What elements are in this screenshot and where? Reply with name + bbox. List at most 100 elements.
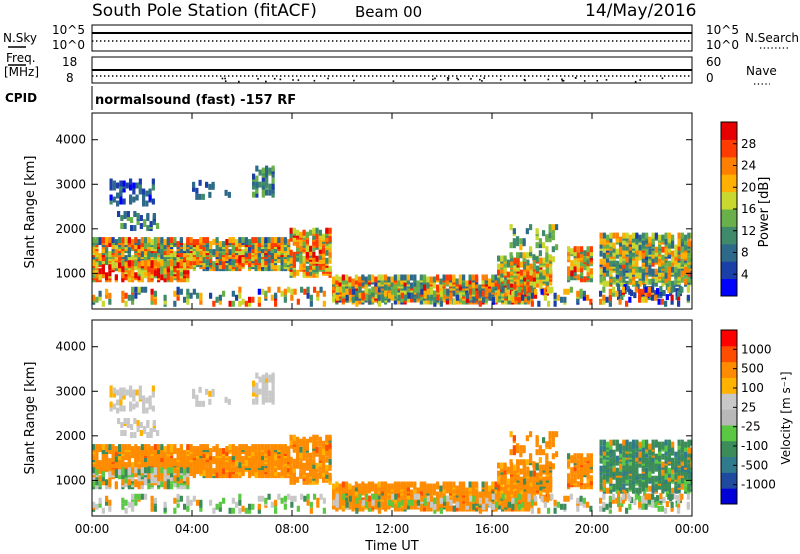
power-cell-965: [322, 233, 326, 240]
power-cell-1945: [576, 274, 580, 281]
velocity-cell-1715: [503, 468, 507, 475]
power-cell-2688: [582, 294, 586, 301]
power-cell-231: [160, 249, 164, 256]
velocity-cell-1088: [261, 390, 265, 397]
power-cell-696: [111, 262, 115, 269]
velocity-cell-214: [153, 444, 157, 451]
power-cell-2693: [599, 290, 603, 297]
velocity-cell-944: [318, 460, 322, 467]
power-cell-2261: [654, 250, 658, 257]
power-cell-2596: [368, 298, 372, 305]
power-cell-508: [241, 237, 245, 244]
power-cell-1874: [516, 252, 520, 259]
power-cell-1412: [436, 274, 440, 281]
velocity-cell-1977: [586, 465, 590, 472]
velocity-cell-1793: [529, 486, 533, 493]
power-cell-673: [92, 260, 96, 267]
power-cell-600: [270, 253, 274, 260]
power-cell-2395: [684, 238, 688, 245]
power-cell-1485: [462, 280, 466, 287]
velocity-cell-566: [261, 464, 265, 471]
power-cell-1913: [551, 246, 555, 253]
velocity-cell-1331: [403, 487, 407, 494]
power-cell-1920: [567, 274, 571, 281]
power-cell-2100: [622, 270, 626, 277]
power-cell-355: [196, 251, 200, 258]
power-cell-505: [241, 249, 245, 256]
power-cell-1420: [439, 278, 443, 285]
velocity-cell-30: [98, 444, 102, 451]
power-cell-2432: [617, 294, 621, 301]
velocity-cell-684: [101, 475, 105, 482]
power-cell-699: [114, 262, 118, 269]
power-cell-1904: [545, 246, 549, 253]
power-cell-1985: [589, 268, 593, 275]
power-cell-2375: [680, 252, 684, 259]
power-cell-855: [296, 245, 300, 252]
power-cell-188: [147, 253, 151, 260]
power-cell-2647: [488, 294, 492, 301]
power-cell-568: [261, 251, 265, 258]
power-cell-1930: [570, 270, 574, 277]
power-cell-943: [318, 257, 322, 264]
power-cell-1557: [484, 274, 488, 281]
power-cell-150: [134, 237, 138, 244]
velocity-cell-1672: [527, 505, 531, 512]
power-cell-1708: [503, 285, 507, 292]
velocity-cell-1439: [445, 481, 449, 488]
power-cell-2137: [628, 252, 632, 259]
power-cell-2599: [371, 290, 375, 297]
power-cell-2504: [153, 298, 157, 305]
velocity-cell-1293: [393, 497, 397, 504]
power-cell-2603: [381, 296, 385, 303]
velocity-cell-2059: [612, 465, 616, 472]
velocity-cell-1044: [123, 430, 127, 437]
velocity-cell-562: [257, 444, 261, 451]
power-cell-1977: [586, 258, 590, 265]
power-cell-2725: [651, 286, 655, 293]
velocity-cell-1891: [535, 463, 539, 470]
velocity-cell-350: [192, 446, 196, 453]
power-cell-1999: [599, 258, 603, 265]
velocity-cell-1877: [519, 459, 523, 466]
velocity-cell-1457: [452, 481, 456, 488]
power-cell-2271: [658, 260, 662, 267]
velocity-cell-1904: [545, 453, 549, 460]
nave-label: Nave: [746, 64, 777, 78]
power-cell-2199: [641, 256, 645, 263]
power-cell-357: [196, 243, 200, 250]
velocity-cell-353: [196, 464, 200, 471]
power-cell-1090: [261, 175, 265, 182]
power-cell-409: [212, 249, 216, 256]
power-cell-669: [92, 272, 96, 279]
velocity-cell-2011: [602, 465, 606, 472]
velocity-cell-1055: [136, 420, 140, 427]
velocity-cell-1059: [143, 426, 147, 433]
power-cell-2455: [652, 290, 656, 297]
power-cell-2717: [641, 288, 645, 295]
velocity-cell-1847: [545, 482, 549, 489]
velocity-cell-568: [261, 458, 265, 465]
velocity-cell-160: [137, 454, 141, 461]
power-cell-947: [318, 243, 322, 250]
velocity-cell-561: [257, 448, 261, 455]
velocity-cell-617: [274, 444, 278, 451]
velocity-cell-1539: [481, 497, 485, 504]
power-cell-1836: [542, 273, 546, 280]
velocity-cell-704: [121, 479, 125, 486]
velocity-cell-734: [134, 467, 138, 474]
power-cell-688: [105, 272, 109, 279]
velocity-cell-833: [289, 438, 293, 445]
power-cell-1382: [423, 274, 427, 281]
power-cell-831: [289, 249, 293, 256]
power-cell-2685: [576, 290, 580, 297]
velocity-cell-2094: [619, 451, 623, 458]
power-cell-1204: [358, 280, 362, 287]
power-cell-939: [315, 233, 319, 240]
velocity-cell-2136: [628, 463, 632, 470]
velocity-cell-1076: [252, 380, 256, 387]
power-cell-2489: [124, 292, 128, 299]
velocity-cell-1695: [497, 462, 501, 469]
power-cell-993: [328, 227, 332, 234]
power-cell-476: [231, 237, 235, 244]
